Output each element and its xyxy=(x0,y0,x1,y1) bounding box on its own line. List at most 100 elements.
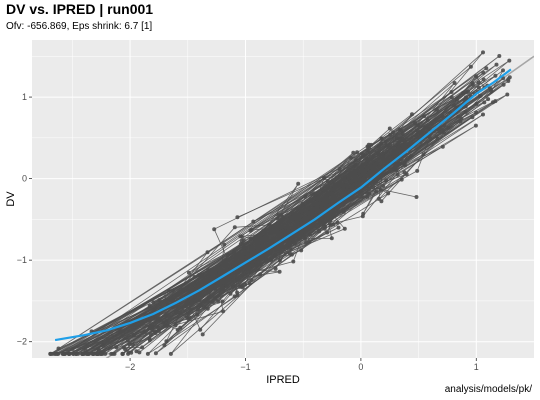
data-point xyxy=(296,181,301,186)
data-point xyxy=(369,163,374,168)
data-point xyxy=(205,306,210,311)
data-point xyxy=(397,162,402,167)
data-point xyxy=(293,213,298,218)
data-point xyxy=(193,299,198,304)
x-tick-label: −2 xyxy=(125,362,135,372)
data-point xyxy=(328,223,333,227)
x-tick-label: 0 xyxy=(358,362,363,372)
data-point xyxy=(456,114,461,119)
data-point xyxy=(501,82,506,87)
y-tick-label: 1 xyxy=(22,92,27,102)
data-point xyxy=(330,192,335,197)
data-point xyxy=(247,264,252,269)
smooth-curve xyxy=(54,68,512,342)
data-point xyxy=(317,221,322,226)
data-point xyxy=(282,244,287,249)
data-point xyxy=(274,246,278,251)
data-point xyxy=(360,172,365,177)
data-point xyxy=(188,307,193,312)
data-point xyxy=(275,216,280,221)
data-point xyxy=(304,240,308,245)
data-point xyxy=(189,301,194,306)
data-point xyxy=(391,148,396,153)
data-point xyxy=(367,169,372,174)
data-point xyxy=(224,284,229,288)
data-point xyxy=(213,296,218,301)
data-point xyxy=(371,185,376,190)
data-point xyxy=(173,323,178,328)
data-point xyxy=(324,193,329,198)
data-point xyxy=(251,219,256,224)
data-point xyxy=(336,225,341,230)
data-point xyxy=(294,206,299,211)
data-point xyxy=(56,346,61,351)
data-point xyxy=(71,351,76,356)
data-point xyxy=(195,312,200,317)
data-point xyxy=(302,216,307,221)
data-point xyxy=(353,162,358,167)
data-point xyxy=(256,267,261,272)
data-point xyxy=(481,50,485,55)
data-point xyxy=(476,80,481,85)
data-point xyxy=(470,82,475,87)
data-point xyxy=(95,347,100,351)
data-point xyxy=(357,178,362,182)
data-point xyxy=(374,189,379,194)
data-point xyxy=(295,221,300,226)
data-point xyxy=(288,237,293,242)
data-point xyxy=(234,253,239,258)
data-point xyxy=(322,176,327,180)
data-point xyxy=(297,236,302,241)
data-point xyxy=(208,271,213,276)
data-point xyxy=(397,127,402,132)
data-point xyxy=(422,125,427,130)
data-point xyxy=(329,236,334,241)
data-point xyxy=(81,351,86,356)
data-point xyxy=(238,284,243,289)
data-point xyxy=(394,136,399,141)
data-point xyxy=(249,245,254,250)
data-point xyxy=(414,128,419,133)
data-point xyxy=(468,64,473,69)
y-tick-label: −1 xyxy=(17,255,27,265)
data-point xyxy=(313,192,318,197)
data-point xyxy=(191,287,195,292)
data-point xyxy=(322,200,326,205)
data-point xyxy=(197,280,202,285)
data-point xyxy=(241,238,246,243)
data-point xyxy=(302,220,307,225)
data-point xyxy=(395,172,400,177)
data-point xyxy=(440,144,445,149)
data-point xyxy=(360,162,365,167)
data-point xyxy=(220,278,225,283)
data-point xyxy=(259,244,264,249)
data-point xyxy=(267,239,272,243)
data-point xyxy=(301,233,306,238)
data-point xyxy=(74,351,79,356)
data-point xyxy=(99,351,104,356)
data-point xyxy=(279,245,284,250)
data-point xyxy=(177,310,182,315)
data-point xyxy=(148,332,153,337)
data-point xyxy=(414,195,419,199)
data-point xyxy=(481,77,486,82)
data-point xyxy=(322,226,327,231)
data-point xyxy=(391,130,396,135)
data-point xyxy=(54,351,59,356)
data-point xyxy=(317,218,322,223)
data-point xyxy=(171,298,176,303)
data-point xyxy=(315,204,320,209)
data-point xyxy=(242,251,247,256)
data-point xyxy=(277,258,282,263)
data-point xyxy=(213,270,218,274)
data-point xyxy=(359,151,364,156)
data-point xyxy=(218,283,223,287)
data-point xyxy=(276,230,280,235)
data-point xyxy=(397,137,402,142)
data-point xyxy=(449,95,454,100)
data-point xyxy=(446,125,451,130)
data-point xyxy=(481,70,486,75)
data-point xyxy=(259,262,264,266)
data-point xyxy=(349,155,354,160)
data-point xyxy=(187,289,192,293)
